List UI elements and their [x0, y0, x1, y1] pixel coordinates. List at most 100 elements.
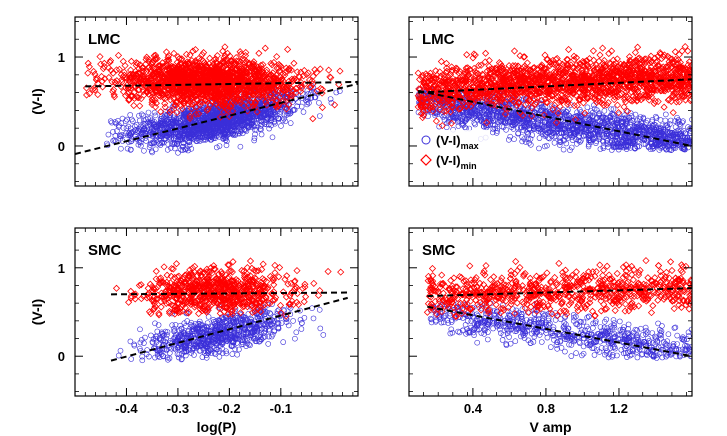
point-min — [90, 67, 98, 76]
point-max — [196, 131, 202, 137]
series-min — [82, 43, 344, 123]
point-max — [575, 137, 582, 144]
point-max — [127, 125, 134, 132]
point-max — [610, 133, 616, 140]
point-min — [237, 90, 245, 98]
point-max — [593, 140, 599, 146]
point-min — [207, 89, 215, 97]
point-max — [164, 147, 171, 153]
point-max — [161, 114, 167, 121]
point-min — [170, 95, 178, 104]
point-max — [652, 113, 659, 120]
point-min — [186, 51, 194, 59]
point-max — [138, 130, 145, 137]
point-max — [150, 139, 157, 145]
point-min — [205, 80, 213, 88]
point-min — [215, 66, 223, 74]
point-max — [200, 128, 206, 134]
point-max — [229, 118, 235, 125]
point-max — [172, 145, 178, 152]
point-max — [202, 122, 208, 129]
point-max — [582, 132, 589, 138]
point-max — [177, 130, 184, 137]
point-max — [547, 120, 554, 126]
point-min — [224, 86, 232, 94]
point-max — [208, 133, 214, 140]
point-min — [143, 88, 151, 96]
point-max — [117, 133, 123, 139]
point-max — [291, 107, 298, 113]
point-max — [311, 88, 317, 95]
point-max — [238, 128, 244, 135]
point-max — [182, 113, 189, 120]
point-min — [250, 101, 258, 109]
point-max — [593, 107, 600, 113]
point-min — [286, 91, 295, 99]
point-min — [109, 88, 117, 96]
point-min — [84, 69, 92, 77]
point-min — [195, 110, 203, 118]
point-min — [84, 59, 92, 67]
point-max — [609, 111, 615, 117]
point-max — [214, 144, 220, 151]
point-min — [101, 75, 109, 83]
point-max — [556, 142, 563, 148]
point-max — [171, 135, 177, 142]
point-min — [285, 66, 293, 74]
plot-frame — [74, 16, 359, 187]
point-max — [215, 119, 221, 125]
point-max — [236, 124, 242, 131]
point-max — [585, 141, 592, 148]
point-min — [208, 62, 216, 71]
point-max — [679, 119, 686, 126]
point-min — [216, 113, 225, 121]
point-max — [662, 111, 669, 118]
point-max — [682, 146, 688, 153]
point-min — [136, 69, 144, 77]
point-max — [267, 111, 274, 118]
point-max — [490, 121, 497, 128]
point-min — [267, 59, 275, 68]
point-min — [297, 81, 305, 89]
point-max — [148, 140, 154, 147]
point-min — [223, 66, 231, 74]
point-max — [282, 118, 289, 125]
point-max — [604, 140, 611, 146]
point-min — [171, 80, 179, 88]
point-min — [240, 63, 248, 71]
point-max — [489, 112, 496, 119]
point-max — [157, 120, 164, 126]
point-max — [124, 116, 130, 123]
point-min — [271, 77, 279, 85]
point-max — [118, 145, 124, 152]
point-max — [248, 117, 255, 123]
point-max — [560, 146, 567, 153]
point-min — [277, 62, 285, 70]
point-min — [246, 78, 254, 86]
point-max — [188, 146, 195, 152]
point-min — [168, 79, 176, 87]
ytick-label: 1 — [58, 50, 65, 65]
point-max — [123, 118, 129, 124]
point-min — [196, 98, 204, 106]
point-max — [490, 118, 497, 124]
point-max — [568, 144, 575, 151]
point-max — [436, 123, 443, 130]
point-min — [107, 57, 115, 65]
point-max — [631, 141, 638, 147]
data-points — [82, 43, 344, 156]
point-min — [144, 77, 152, 85]
point-max — [170, 120, 177, 127]
point-max — [156, 141, 162, 147]
point-min — [166, 108, 174, 116]
point-max — [114, 128, 120, 134]
point-min — [182, 50, 191, 58]
point-max — [135, 141, 142, 148]
point-min — [279, 77, 287, 85]
point-max — [242, 113, 248, 120]
point-max — [610, 144, 617, 151]
point-max — [177, 136, 183, 143]
point-max — [493, 130, 500, 136]
point-max — [112, 133, 119, 139]
